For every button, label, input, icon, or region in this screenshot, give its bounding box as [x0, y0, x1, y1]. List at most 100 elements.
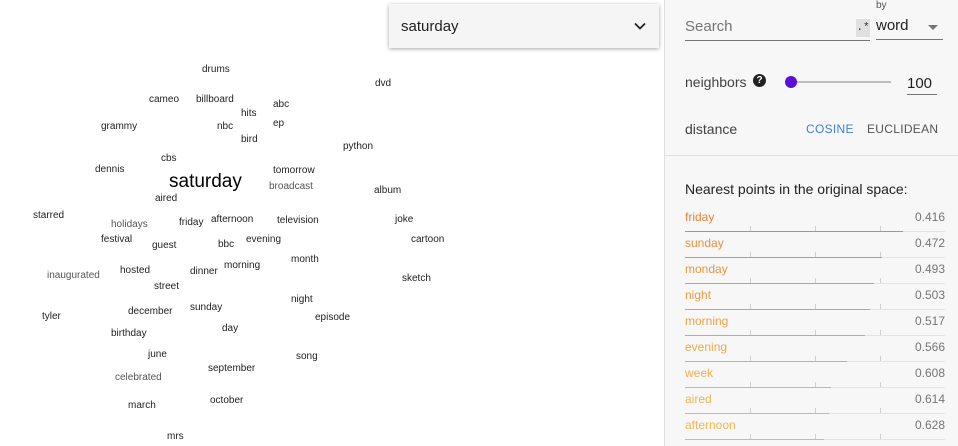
- selected-point-value: saturday: [401, 17, 459, 35]
- projection-label-december[interactable]: december: [128, 306, 173, 317]
- projection-label-bird[interactable]: bird: [241, 134, 258, 145]
- projection-label-bbc[interactable]: bbc: [218, 239, 235, 250]
- nearest-point-tick: [750, 408, 751, 413]
- projection-label-evening[interactable]: evening: [246, 234, 282, 245]
- divider: [665, 155, 958, 156]
- projection-label-broadcast[interactable]: broadcast: [269, 181, 313, 192]
- projection-label-celebrated[interactable]: celebrated: [115, 372, 162, 383]
- euclidean-button[interactable]: EUCLIDEAN: [867, 122, 939, 136]
- nearest-point-bar: [685, 309, 871, 310]
- projection-label-aired[interactable]: aired: [155, 193, 178, 204]
- nearest-point-tick: [815, 304, 816, 309]
- neighbors-count-input[interactable]: [907, 72, 937, 95]
- projection-canvas[interactable]: drums dvd cameo billboard abc hits grammy nbc ep…: [0, 0, 664, 446]
- projection-label-june[interactable]: june: [148, 349, 167, 360]
- nearest-point-row[interactable]: aired 0.614: [685, 388, 945, 414]
- nearest-point-tick: [750, 356, 751, 361]
- cosine-button[interactable]: COSINE: [806, 122, 854, 136]
- nearest-point-row[interactable]: monday 0.493: [685, 258, 945, 284]
- nearest-points-list: friday 0.416 sunday 0.472 monday 0.493 night 0.…: [685, 206, 945, 440]
- search-by-select[interactable]: word: [876, 16, 943, 40]
- projection-label-joke[interactable]: joke: [395, 214, 414, 225]
- projection-label-birthday[interactable]: birthday: [111, 328, 147, 339]
- projection-label-night[interactable]: night: [291, 294, 313, 305]
- projection-label-episode[interactable]: episode: [315, 312, 351, 323]
- projection-label-festival[interactable]: festival: [101, 234, 133, 245]
- projection-label-hosted[interactable]: hosted: [120, 265, 151, 276]
- projection-label-abc[interactable]: abc: [273, 99, 290, 110]
- projection-label-october[interactable]: october: [210, 395, 244, 406]
- nearest-point-tick: [880, 408, 881, 413]
- projection-label-starred[interactable]: starred: [33, 210, 65, 221]
- nearest-point-row[interactable]: sunday 0.472: [685, 232, 945, 258]
- help-icon[interactable]: ?: [753, 74, 766, 87]
- projection-label-september[interactable]: september: [208, 363, 256, 374]
- search-input[interactable]: [685, 10, 845, 39]
- nearest-point-tick: [815, 278, 816, 283]
- selected-point-dropdown[interactable]: saturday: [389, 4, 659, 48]
- projection-label-dennis[interactable]: dennis: [95, 164, 125, 175]
- projection-label-friday[interactable]: friday: [179, 217, 204, 228]
- projection-label-mrs[interactable]: mrs: [167, 431, 184, 442]
- projection-label-guest[interactable]: guest: [152, 240, 177, 251]
- nearest-point-tick: [750, 252, 751, 257]
- projection-label-saturday[interactable]: saturday: [169, 171, 242, 192]
- nearest-point-bar: [685, 439, 824, 440]
- search-box: .*: [685, 10, 870, 41]
- projection-label-afternoon[interactable]: afternoon: [211, 214, 254, 225]
- projection-label-billboard[interactable]: billboard: [196, 94, 234, 105]
- projection-label-television[interactable]: television: [277, 215, 319, 226]
- neighbors-slider-thumb[interactable]: [785, 76, 798, 88]
- projection-label-tomorrow[interactable]: tomorrow: [273, 165, 315, 176]
- nearest-point-distance: 0.416: [914, 210, 945, 224]
- projection-label-song[interactable]: song: [296, 351, 318, 362]
- projection-label-inaugurated[interactable]: inaugurated: [47, 270, 100, 281]
- nearest-point-word: night: [685, 288, 712, 302]
- projection-label-cameo[interactable]: cameo: [149, 94, 180, 105]
- neighbors-label: neighbors: [685, 74, 747, 90]
- nearest-point-bar: [685, 231, 903, 232]
- nearest-point-tick: [750, 434, 751, 439]
- projection-label-march[interactable]: march: [128, 400, 156, 411]
- inspector-panel: .* by word neighbors ? distance COSINE E…: [664, 0, 958, 446]
- projection-label-sketch[interactable]: sketch: [402, 273, 431, 284]
- search-by-value: word: [876, 17, 909, 34]
- nearest-point-row[interactable]: friday 0.416: [685, 206, 945, 232]
- nearest-point-word: friday: [685, 210, 715, 224]
- nearest-point-word: morning: [685, 314, 729, 328]
- nearest-point-distance: 0.566: [914, 340, 945, 354]
- dropdown-arrow-icon: [928, 25, 938, 30]
- nearest-point-bar: [685, 361, 847, 362]
- projection-label-cartoon[interactable]: cartoon: [411, 234, 445, 245]
- nearest-point-tick: [750, 304, 751, 309]
- nearest-point-row[interactable]: week 0.608: [685, 362, 945, 388]
- nearest-point-distance: 0.472: [914, 236, 945, 250]
- projection-label-hits[interactable]: hits: [241, 108, 257, 119]
- projection-label-grammy[interactable]: grammy: [101, 121, 138, 132]
- projection-label-holidays[interactable]: holidays: [111, 219, 148, 230]
- projection-label-cbs[interactable]: cbs: [161, 153, 177, 164]
- neighbors-slider-track[interactable]: [789, 81, 891, 83]
- projection-label-day[interactable]: day: [222, 323, 239, 334]
- projection-label-dinner[interactable]: dinner: [190, 266, 218, 277]
- projection-label-album[interactable]: album: [374, 185, 402, 196]
- projection-label-drums[interactable]: drums: [202, 64, 230, 75]
- projection-label-street[interactable]: street: [154, 281, 180, 292]
- nearest-point-distance: 0.503: [914, 288, 945, 302]
- projection-label-ep[interactable]: ep: [273, 118, 285, 129]
- projection-label-python[interactable]: python: [343, 141, 374, 152]
- projection-label-sunday[interactable]: sunday: [190, 302, 223, 313]
- nearest-point-row[interactable]: afternoon 0.628: [685, 414, 945, 440]
- projection-label-morning[interactable]: morning: [224, 260, 261, 271]
- projection-label-nbc[interactable]: nbc: [217, 121, 234, 132]
- nearest-point-row[interactable]: morning 0.517: [685, 310, 945, 336]
- nearest-point-word: afternoon: [685, 418, 736, 432]
- nearest-point-bar: [685, 257, 883, 258]
- regex-toggle-button[interactable]: .*: [856, 19, 870, 37]
- nearest-point-tick: [880, 356, 881, 361]
- projection-label-dvd[interactable]: dvd: [375, 78, 392, 89]
- nearest-point-row[interactable]: night 0.503: [685, 284, 945, 310]
- nearest-point-row[interactable]: evening 0.566: [685, 336, 945, 362]
- projection-label-month[interactable]: month: [291, 254, 319, 265]
- projection-label-tyler[interactable]: tyler: [42, 311, 61, 322]
